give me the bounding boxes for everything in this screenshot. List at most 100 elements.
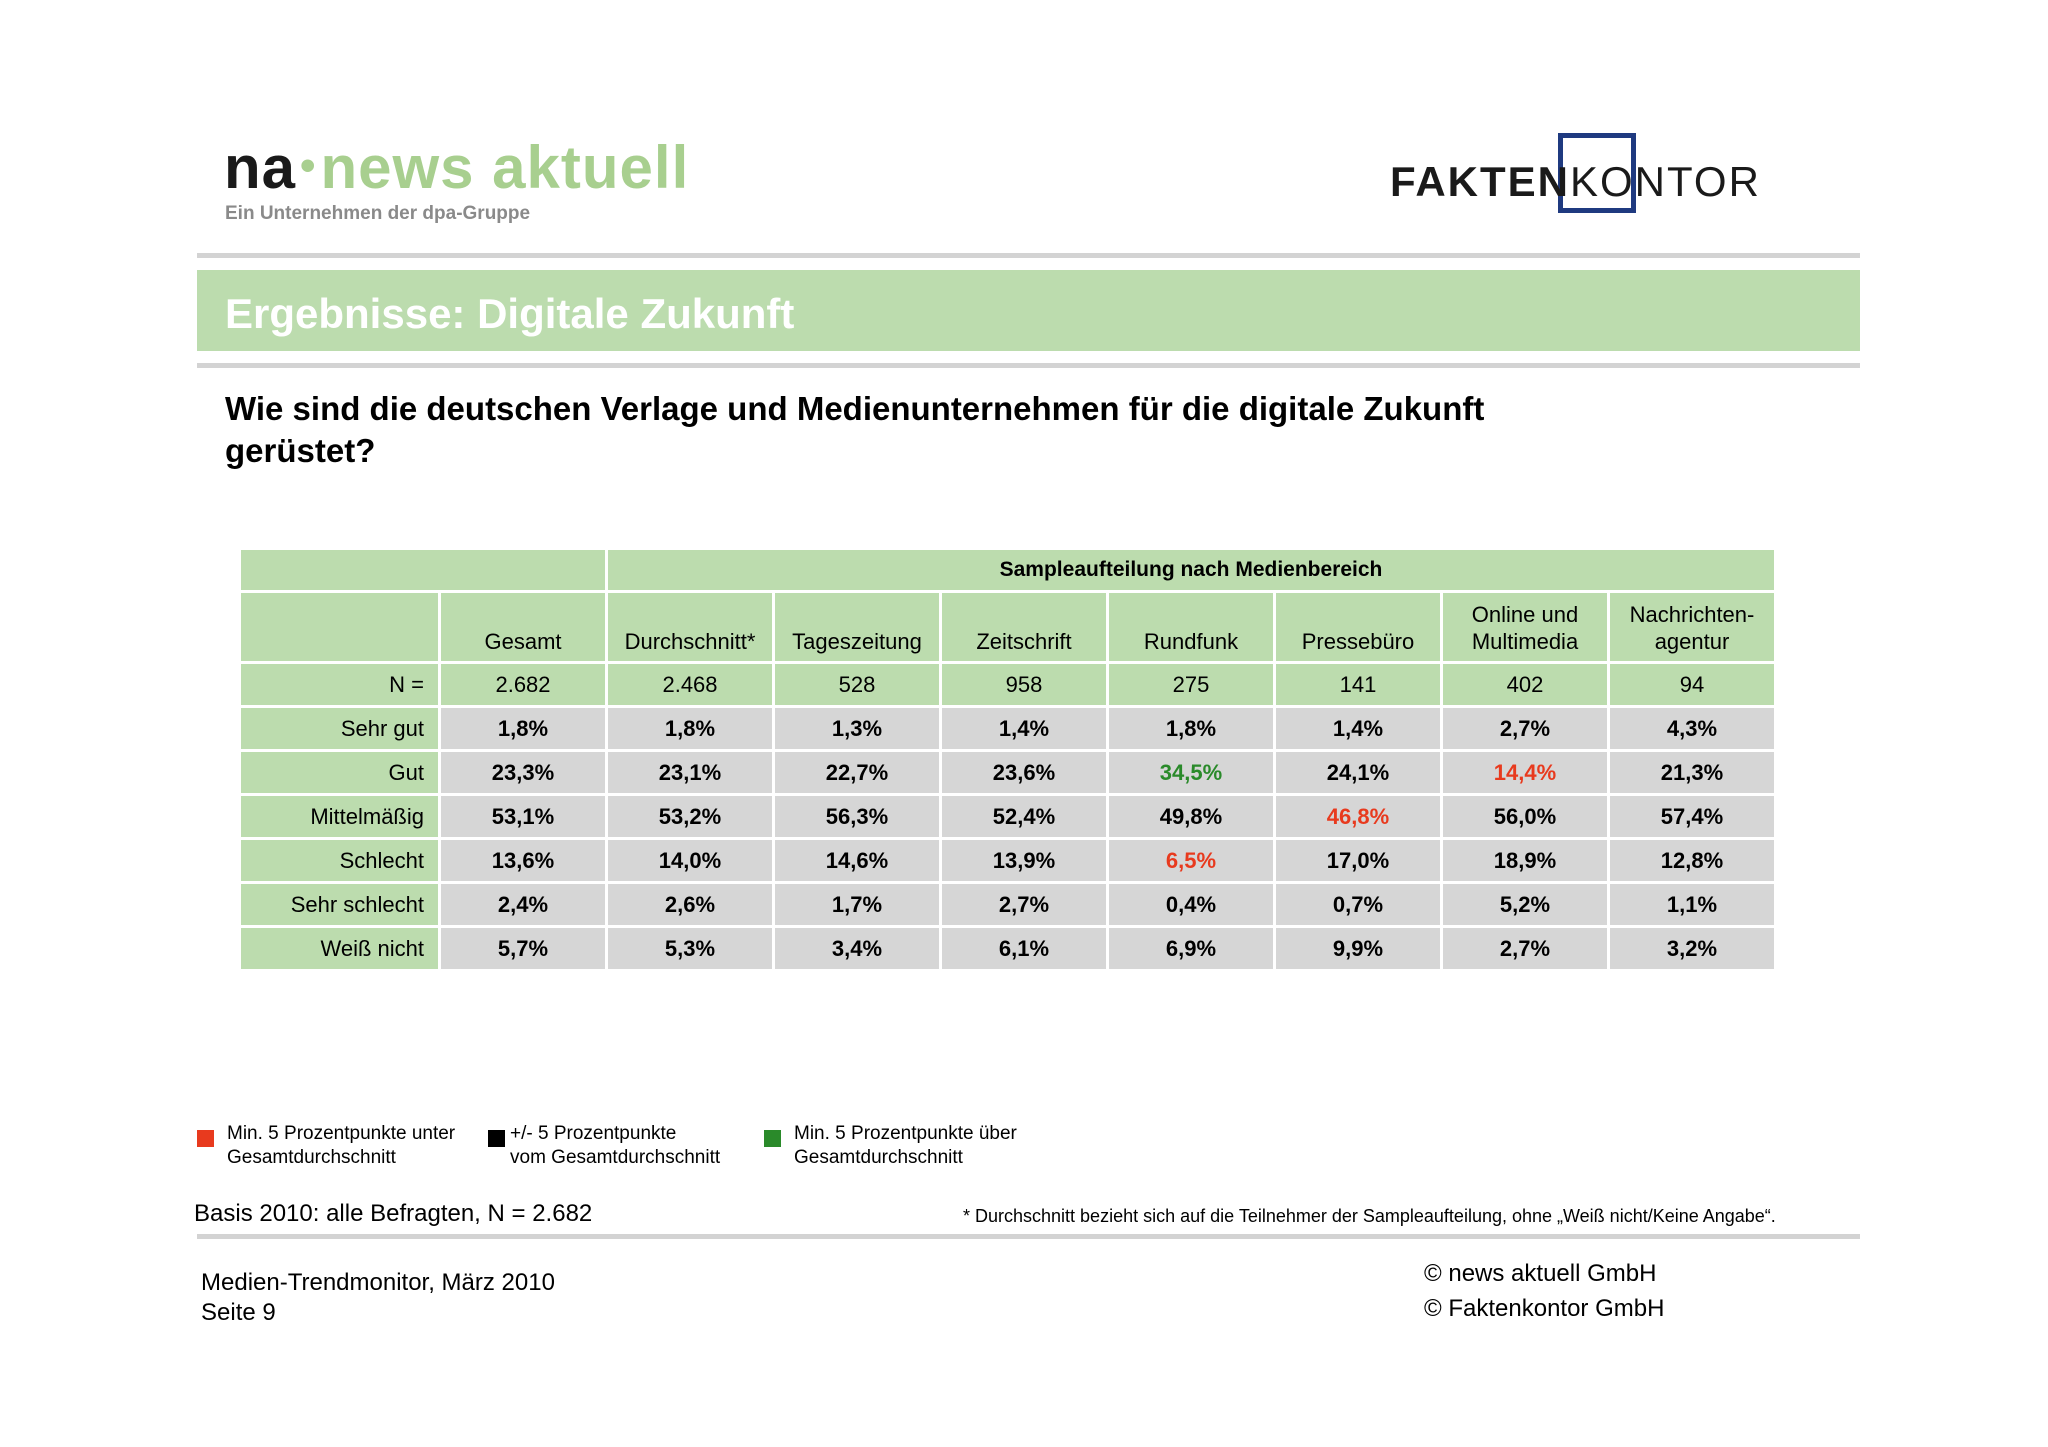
results-table: Sampleaufteilung nach Medienbereich Gesa… [238, 547, 1777, 972]
legend-text: vom Gesamtdurchschnitt [510, 1147, 721, 1168]
green-square-icon [764, 1130, 781, 1147]
table-cell: 2,6% [608, 884, 772, 925]
table-cell: 1,8% [608, 708, 772, 749]
table-cell: 24,1% [1276, 752, 1440, 793]
page-title: Ergebnisse: Digitale Zukunft [225, 290, 795, 337]
n-value: 94 [1610, 664, 1774, 705]
table-cell: 1,8% [441, 708, 605, 749]
n-value: 2.468 [608, 664, 772, 705]
col-header-nachrichtenagentur: Nachrichten-agentur [1610, 593, 1774, 661]
n-value: 275 [1109, 664, 1273, 705]
table-cell: 2,7% [1443, 708, 1607, 749]
table-cell: 56,3% [775, 796, 939, 837]
table-cell: 6,5% [1109, 840, 1273, 881]
table-cell: 0,7% [1276, 884, 1440, 925]
table-cell: 9,9% [1276, 928, 1440, 969]
table-cell: 1,4% [942, 708, 1106, 749]
na-logo-dot: • [300, 141, 317, 190]
legend-text: Gesamtdurchschnitt [794, 1147, 963, 1168]
table-cell: 6,1% [942, 928, 1106, 969]
table-cell: 53,2% [608, 796, 772, 837]
table-cell: 0,4% [1109, 884, 1273, 925]
footnote: * Durchschnitt bezieht sich auf die Teil… [963, 1206, 1776, 1226]
legend-text: Min. 5 Prozentpunkte unter [227, 1123, 456, 1144]
table-row: Sehr gut 1,8% 1,8% 1,3% 1,4% 1,8% 1,4% 2… [241, 708, 1774, 749]
table-cell: 23,1% [608, 752, 772, 793]
table-cell: 1,1% [1610, 884, 1774, 925]
footer-copyright: © news aktuell GmbH © Faktenkontor GmbH [1424, 1256, 1664, 1326]
page-number: Seite 9 [201, 1299, 276, 1326]
basis-note: Basis 2010: alle Befragten, N = 2.682 [194, 1200, 593, 1227]
header-divider [197, 253, 1860, 258]
footer-source-text: Medien-Trendmonitor, März 2010 [201, 1269, 555, 1296]
col-header-tageszeitung: Tageszeitung [775, 593, 939, 661]
col-header-pressebuero: Pressebüro [1276, 593, 1440, 661]
table-cell: 17,0% [1276, 840, 1440, 881]
banner-divider [197, 363, 1860, 368]
row-label: Mittelmäßig [241, 796, 438, 837]
table-cell: 4,3% [1610, 708, 1774, 749]
faktenkontor-logo: FAKTENKONTOR [1390, 133, 1810, 223]
table-cell: 2,7% [942, 884, 1106, 925]
news-aktuell-logo: na•news aktuell [224, 138, 689, 198]
table-group-header: Sampleaufteilung nach Medienbereich [608, 550, 1774, 590]
table-row: Schlecht 13,6% 14,0% 14,6% 13,9% 6,5% 17… [241, 840, 1774, 881]
legend-text: +/- 5 Prozentpunkte [510, 1123, 677, 1144]
table-cell: 6,9% [1109, 928, 1273, 969]
table-row: Sehr schlecht 2,4% 2,6% 1,7% 2,7% 0,4% 0… [241, 884, 1774, 925]
table-row: Gut 23,3% 23,1% 22,7% 23,6% 34,5% 24,1% … [241, 752, 1774, 793]
na-logo-part2: news aktuell [320, 134, 690, 201]
col-header-zeitschrift: Zeitschrift [942, 593, 1106, 661]
na-logo-part1: na [224, 134, 297, 201]
copyright-news-aktuell: © news aktuell GmbH [1424, 1260, 1657, 1287]
fk-light: KONTOR [1570, 158, 1761, 205]
table-row: Weiß nicht 5,7% 5,3% 3,4% 6,1% 6,9% 9,9%… [241, 928, 1774, 969]
row-label: Weiß nicht [241, 928, 438, 969]
n-value: 2.682 [441, 664, 605, 705]
copyright-faktenkontor: © Faktenkontor GmbH [1424, 1295, 1665, 1322]
table-group-header-row: Sampleaufteilung nach Medienbereich [241, 550, 1774, 590]
col-header-durchschnitt: Durchschnitt* [608, 593, 772, 661]
row-label: Schlecht [241, 840, 438, 881]
table-cell: 1,4% [1276, 708, 1440, 749]
footer-divider [197, 1234, 1860, 1239]
table-cell: 56,0% [1443, 796, 1607, 837]
row-label: Sehr schlecht [241, 884, 438, 925]
table-cell: 14,0% [608, 840, 772, 881]
table-cell: 12,8% [1610, 840, 1774, 881]
table-cell: 2,7% [1443, 928, 1607, 969]
faktenkontor-bracket-icon [1558, 133, 1636, 213]
table-cell: 3,2% [1610, 928, 1774, 969]
legend-text: Gesamtdurchschnitt [227, 1147, 396, 1168]
faktenkontor-wordmark: FAKTENKONTOR [1390, 161, 1761, 203]
table-cell: 2,4% [441, 884, 605, 925]
table-cell: 13,9% [942, 840, 1106, 881]
table-cell: 18,9% [1443, 840, 1607, 881]
table-cell: 22,7% [775, 752, 939, 793]
n-value: 141 [1276, 664, 1440, 705]
table-column-header-row: Gesamt Durchschnitt* Tageszeitung Zeitsc… [241, 593, 1774, 661]
fk-bold: FAKTEN [1390, 158, 1570, 205]
table-row-n: N = 2.682 2.468 528 958 275 141 402 94 [241, 664, 1774, 705]
table-cell: 1,8% [1109, 708, 1273, 749]
table-cell: 57,4% [1610, 796, 1774, 837]
col-header-gesamt: Gesamt [441, 593, 605, 661]
table-cell: 49,8% [1109, 796, 1273, 837]
table-cell: 46,8% [1276, 796, 1440, 837]
title-banner [197, 270, 1860, 351]
na-logo-subtitle: Ein Unternehmen der dpa-Gruppe [225, 203, 531, 224]
table-cell: 5,3% [608, 928, 772, 969]
black-square-icon [488, 1130, 505, 1147]
legend-text: Min. 5 Prozentpunkte über [794, 1123, 1017, 1144]
row-label: N = [241, 664, 438, 705]
table-cell: 23,6% [942, 752, 1106, 793]
red-square-icon [197, 1130, 214, 1147]
table-cell: 52,4% [942, 796, 1106, 837]
table-row: Mittelmäßig 53,1% 53,2% 56,3% 52,4% 49,8… [241, 796, 1774, 837]
table-cell: 14,4% [1443, 752, 1607, 793]
table-cell: 5,7% [441, 928, 605, 969]
table-cell: 53,1% [441, 796, 605, 837]
col-header-rundfunk: Rundfunk [1109, 593, 1273, 661]
col-header-online: Online und Multimedia [1443, 593, 1607, 661]
table-cell: 3,4% [775, 928, 939, 969]
